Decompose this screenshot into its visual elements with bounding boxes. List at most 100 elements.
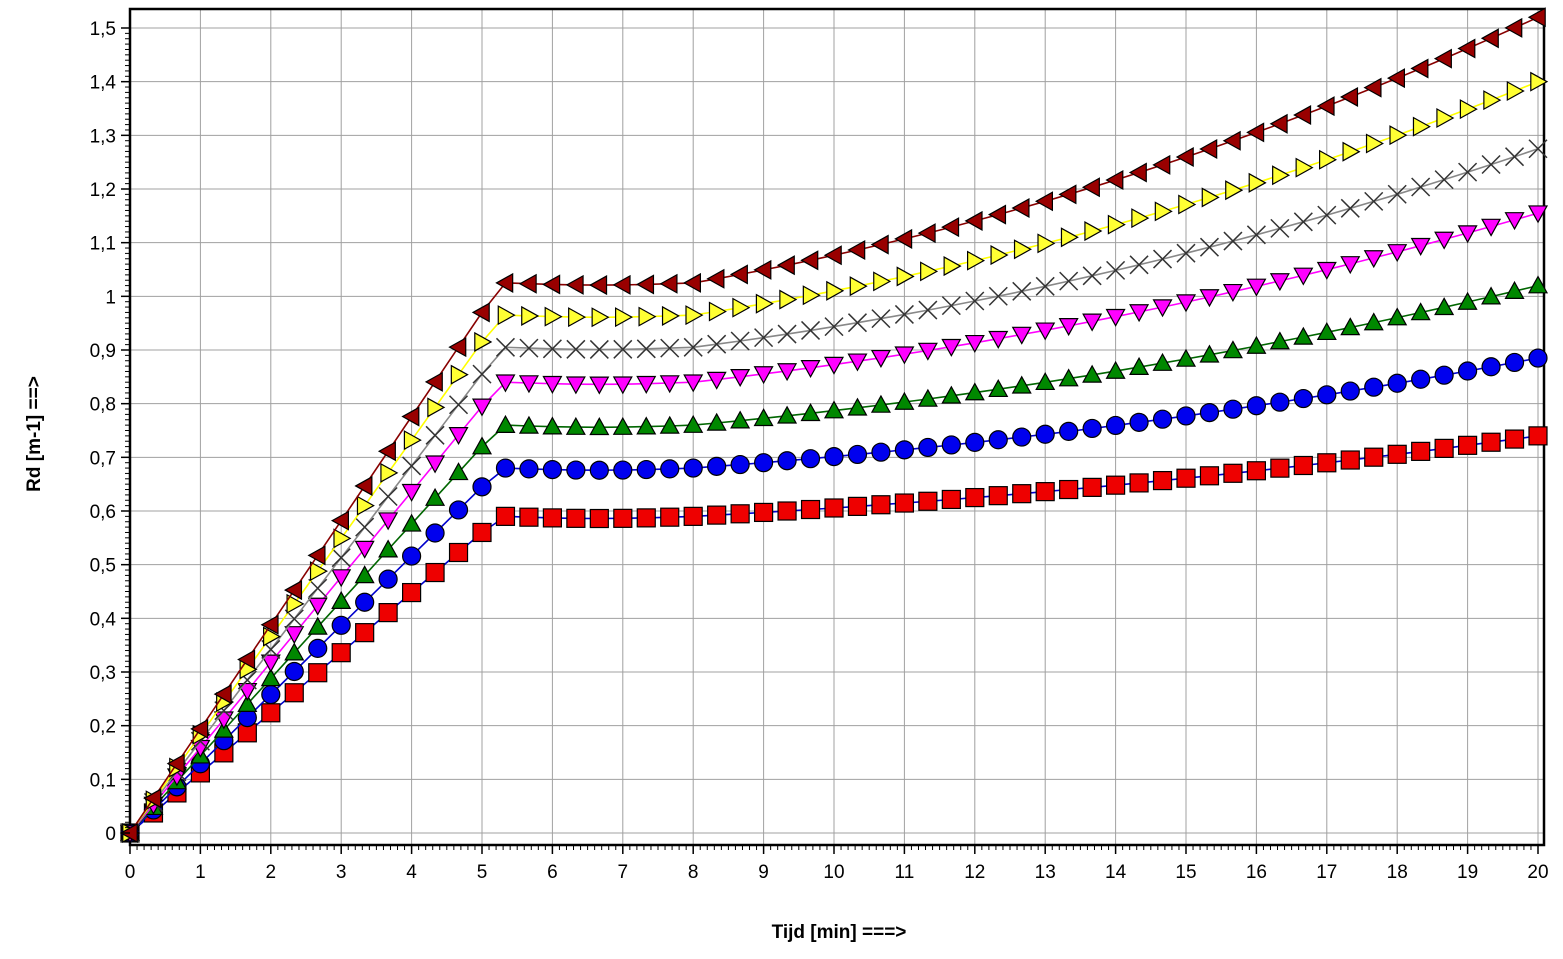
- data-point: [965, 487, 985, 508]
- data-point: [1364, 191, 1384, 211]
- data-point: [1434, 438, 1454, 458]
- data-point: [1082, 266, 1102, 286]
- data-point: [1246, 225, 1266, 245]
- data-point: [1363, 312, 1384, 331]
- data-point: [729, 264, 748, 285]
- x-axis: 0 1 2 3 4 5 6 7 8 9 10 11 12 13 14 15 16 17 18 19 20: [125, 845, 1549, 883]
- data-point: [1246, 278, 1267, 297]
- data-point: [894, 304, 914, 324]
- x-marker-stroke: [777, 324, 797, 344]
- data-point: [1340, 381, 1360, 401]
- data-point: [402, 456, 422, 476]
- x-marker-stroke: [355, 517, 375, 537]
- data-point: [518, 273, 537, 294]
- data-point: [730, 331, 750, 351]
- series-square: [120, 426, 1548, 843]
- data-point: [1175, 348, 1197, 367]
- data-point: [1223, 399, 1243, 419]
- data-point: [1364, 377, 1384, 397]
- data-point: [1107, 214, 1126, 235]
- data-point: [1457, 225, 1478, 244]
- data-point: [1269, 331, 1290, 350]
- data-point: [707, 334, 727, 354]
- data-point: [613, 508, 633, 528]
- data-point: [707, 505, 727, 525]
- x-marker-stroke: [660, 338, 680, 358]
- data-point: [873, 271, 892, 292]
- data-point: [1504, 429, 1525, 449]
- data-point: [1527, 275, 1549, 294]
- x-marker-stroke: [566, 339, 586, 359]
- data-point: [988, 430, 1008, 450]
- x-marker-stroke: [1434, 170, 1454, 190]
- data-point: [1034, 191, 1054, 212]
- data-point: [871, 495, 891, 515]
- y-tick-label: 1,1: [90, 234, 116, 255]
- data-point: [1035, 372, 1056, 391]
- data-point: [308, 663, 328, 683]
- x-marker-stroke: [988, 286, 1008, 306]
- data-point: [355, 592, 375, 612]
- data-point: [1199, 466, 1220, 486]
- data-point: [824, 498, 844, 518]
- data-point: [1153, 249, 1173, 269]
- data-point: [706, 412, 727, 431]
- data-point: [1342, 141, 1361, 162]
- data-point: [566, 460, 586, 480]
- data-point: [1060, 227, 1079, 248]
- data-point: [613, 339, 633, 359]
- x-tick-label: 19: [1457, 862, 1478, 883]
- x-tick-label: 17: [1316, 862, 1337, 883]
- data-point: [753, 502, 774, 523]
- data-point: [1293, 326, 1314, 345]
- x-marker-stroke: [519, 338, 539, 358]
- data-point: [1272, 165, 1291, 186]
- x-tick-label: 11: [895, 862, 915, 883]
- data-point: [1433, 48, 1452, 69]
- data-point: [565, 376, 586, 395]
- y-tick-label: 0,5: [90, 556, 116, 577]
- data-point: [1105, 169, 1124, 190]
- data-point: [260, 614, 279, 635]
- data-point: [260, 654, 281, 673]
- data-point: [589, 339, 609, 359]
- x-marker-stroke: [425, 425, 445, 445]
- data-point: [542, 459, 563, 480]
- data-point: [378, 539, 399, 558]
- data-point: [589, 376, 610, 395]
- data-point: [730, 504, 750, 524]
- data-point: [1035, 424, 1055, 444]
- data-point: [1340, 256, 1361, 275]
- data-point: [777, 451, 797, 471]
- data-point: [1011, 326, 1032, 345]
- plot-frame: [128, 7, 1546, 847]
- data-point: [1222, 130, 1241, 151]
- y-tick-label: 0,7: [90, 448, 116, 469]
- data-point: [636, 274, 655, 295]
- x-tick-label: 16: [1246, 862, 1267, 883]
- data-point: [354, 475, 373, 496]
- data-point: [1129, 255, 1149, 275]
- data-point: [823, 356, 845, 375]
- y-tick-label: 0,4: [90, 609, 117, 630]
- data-point: [521, 305, 540, 326]
- y-tick-label: 1,5: [90, 19, 116, 40]
- data-point: [1013, 239, 1032, 260]
- data-point: [378, 569, 398, 589]
- data-point: [286, 593, 305, 614]
- data-point: [1082, 477, 1102, 497]
- y-tick-label: 1: [105, 287, 116, 308]
- data-point: [542, 416, 563, 435]
- data-point: [284, 683, 304, 703]
- data-point: [1129, 304, 1150, 323]
- data-point: [988, 330, 1009, 349]
- data-point: [965, 432, 985, 452]
- data-point: [1387, 184, 1407, 204]
- x-marker-stroke: [824, 317, 844, 337]
- data-point: [870, 349, 891, 369]
- data-point: [495, 414, 516, 433]
- data-point: [544, 306, 563, 327]
- data-point: [753, 259, 772, 280]
- data-point: [143, 788, 162, 809]
- data-point: [941, 296, 961, 316]
